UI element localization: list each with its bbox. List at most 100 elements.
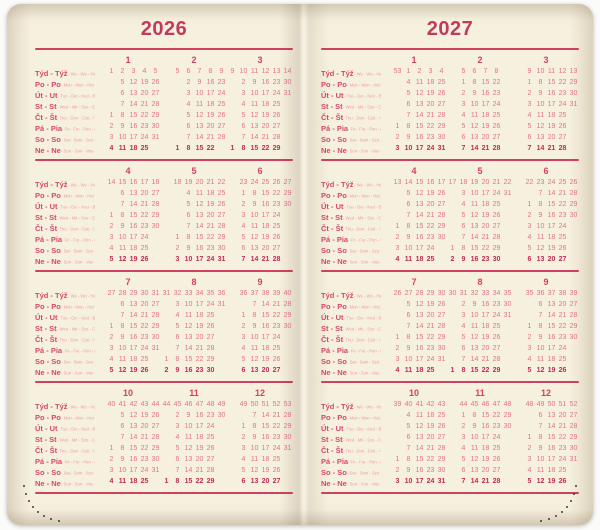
week-number-cell: 52	[569, 401, 578, 408]
day-number-cell: 20	[426, 434, 435, 441]
row-label-translations: - Fri - Fre - Pén - Пт	[62, 127, 95, 132]
day-number-cell: 8	[538, 323, 543, 330]
day-number-cell: 26	[437, 301, 446, 308]
weekday-row-ut: Út - Ut- Tue - Die - Ked - Вт 6 13 20 27 3 10 1…	[35, 88, 293, 100]
month-grid-column: 3 10 17 24	[447, 434, 513, 441]
month-grid-column: 1 8 15 22 29	[447, 367, 513, 374]
day-number-cell: 30	[503, 301, 512, 308]
week-number-cell: 48	[503, 401, 512, 408]
day-number-cell: 22	[195, 356, 204, 363]
day-number-cell: 12	[415, 423, 424, 430]
day-number-cell	[227, 345, 238, 352]
day-number-cell: 20	[206, 212, 215, 219]
day-number-cell: 6	[186, 123, 191, 130]
day-number-cell: 11	[404, 256, 413, 263]
day-number-cell: 18	[415, 256, 424, 263]
day-number-cell	[282, 212, 293, 219]
day-number-cell: 15	[195, 145, 204, 152]
day-number-cell	[172, 112, 183, 119]
month-grid-column: 5 12 19 26	[513, 478, 579, 485]
day-number-cell	[95, 467, 106, 474]
day-number-cell: 17	[129, 234, 138, 241]
day-number-cell: 6	[241, 367, 246, 374]
month-grid-column: 4 11 18 25	[447, 201, 513, 208]
day-number-cell: 19	[140, 79, 149, 86]
day-number-cell: 21	[206, 223, 215, 230]
month-header-row: 10 11 12	[321, 387, 579, 399]
week-number-cell: 1	[109, 68, 114, 75]
day-number-cell	[227, 334, 238, 341]
day-number-cell: 18	[415, 367, 424, 374]
row-label: Pá - Pia- Fri - Fre - Pén - Пт	[35, 118, 95, 136]
day-number-cell: 13	[195, 123, 204, 130]
month-grid-column: 5 12 19 26	[447, 123, 513, 130]
month-grid-column: 7 14 21 28	[381, 445, 447, 452]
day-number-cell: 6	[538, 412, 543, 419]
row-label-main: Týd - Týž	[35, 179, 68, 189]
day-number-cell: 5	[175, 445, 180, 452]
day-number-cell: 9	[472, 301, 477, 308]
day-number-cell: 27	[272, 478, 281, 485]
row-label-main: Ne - Ne	[321, 367, 347, 377]
day-number-cell: 29	[569, 79, 578, 86]
day-number-cell: 12	[415, 301, 424, 308]
day-number-cell: 17	[481, 434, 490, 441]
month-grid-column: 2 9 16 23 30	[513, 445, 579, 452]
week-number-cell: 24	[250, 179, 259, 186]
day-number-cell: 7	[461, 356, 466, 363]
week-number-cell: 22	[217, 179, 226, 186]
day-number-cell: 14	[195, 223, 204, 230]
day-number-cell: 28	[151, 201, 160, 208]
day-number-cell: 24	[272, 334, 281, 341]
week-number-cell: 13	[569, 68, 578, 75]
day-number-cell: 15	[415, 123, 424, 130]
day-number-cell: 8	[252, 190, 257, 197]
day-number-cell: 14	[470, 356, 479, 363]
day-number-cell	[502, 356, 513, 363]
row-label-main: Po - Po	[35, 79, 61, 89]
day-number-cell: 15	[261, 423, 270, 430]
day-number-cell: 18	[481, 445, 490, 452]
day-number-cell	[95, 478, 106, 485]
row-label-translations: - We - Wo - Hét - Нед	[67, 183, 95, 188]
row-label: Týd - Týž- We - Wo - Hét - Нед	[35, 396, 95, 414]
row-label-translations: - Mon - Mon - Hét - Пн	[346, 194, 381, 199]
weekday-row-so: So - So- Sat - Sam - Szo - Сб31017241815…	[321, 243, 579, 255]
day-number-cell	[381, 345, 392, 352]
row-label-main: Pá - Pia	[321, 345, 349, 355]
day-number-cell: 14	[415, 445, 424, 452]
week-number-cell	[381, 290, 392, 297]
row-label: So - So- Sat - Sam - Szo - Сб	[321, 129, 381, 147]
day-number-cell: 8	[406, 334, 411, 341]
day-number-cell: 16	[261, 79, 270, 86]
day-number-cell: 4	[109, 245, 114, 252]
day-number-cell	[502, 145, 513, 152]
day-number-cell: 7	[241, 134, 246, 141]
day-number-cell	[381, 334, 392, 341]
month-grid-column: 6 13 20 27	[513, 256, 579, 263]
row-label-translations: - Wed - Mit - Sze - Ср	[56, 438, 95, 443]
day-number-cell: 11	[195, 190, 204, 197]
day-number-cell: 24	[206, 256, 215, 263]
divider-line	[35, 270, 293, 272]
day-number-cell: 21	[426, 112, 435, 119]
day-number-cell: 10	[118, 234, 127, 241]
day-number-cell	[502, 79, 513, 86]
day-number-cell	[161, 234, 172, 241]
day-number-cell	[502, 256, 513, 263]
month-grid-column: 4 11 18 25	[227, 345, 293, 352]
month-number: 1	[411, 55, 417, 65]
day-number-cell: 23	[206, 412, 215, 419]
week-number-cell: 47	[195, 401, 204, 408]
day-number-cell: 17	[415, 356, 424, 363]
day-number-cell: 10	[250, 90, 259, 97]
day-number-cell	[392, 101, 403, 108]
month-grid-column: 2 9 16 23 30	[95, 456, 161, 463]
week-number-cell: 44	[151, 401, 160, 408]
day-number-cell: 8	[186, 145, 191, 152]
day-number-cell: 13	[470, 345, 479, 352]
year-title: 2026	[140, 18, 188, 40]
day-number-cell: 8	[241, 145, 246, 152]
